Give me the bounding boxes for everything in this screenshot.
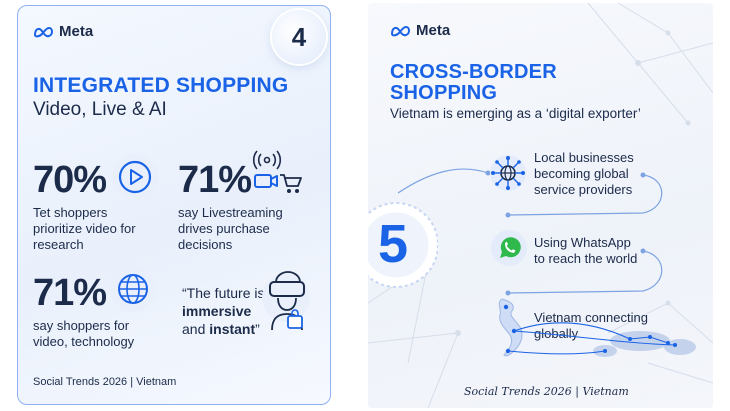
page-title: INTEGRATED SHOPPING xyxy=(33,74,289,97)
stat-description: say shoppers for video, technology xyxy=(33,318,134,350)
whatsapp-icon xyxy=(491,230,527,266)
meta-infinity-icon xyxy=(390,25,410,36)
meta-logo: Meta xyxy=(33,23,93,40)
stat-desc-line: Tet shoppers xyxy=(33,205,108,220)
quote-line: “The future is xyxy=(182,285,265,301)
stat-livestreaming: 71% say Livestreaming drives purchase de… xyxy=(178,161,283,253)
page-title: CROSS-BORDER SHOPPING xyxy=(390,62,557,104)
page-subtitle: Vietnam is emerging as a ‘digital export… xyxy=(390,106,641,121)
stat-video-research: 70% Tet shoppers prioritize video for re… xyxy=(33,161,136,253)
section-number-badge: 4 xyxy=(272,10,326,64)
quote-emphasis: immersive xyxy=(182,303,252,319)
network-globe-icon xyxy=(490,155,526,191)
globe-icon xyxy=(110,266,156,312)
title-line: SHOPPING xyxy=(390,82,498,104)
stat-description: Tet shoppers prioritize video for resear… xyxy=(33,205,136,253)
stat-desc-line: say shoppers for xyxy=(33,318,130,333)
livestream-cart-icon xyxy=(252,150,302,198)
play-icon xyxy=(112,154,158,200)
stat-desc-line: prioritize video for xyxy=(33,221,136,236)
future-quote: “The future is immersive and instant” xyxy=(182,284,264,338)
item-line: to reach the world xyxy=(534,251,638,266)
stat-desc-line: research xyxy=(33,237,84,252)
item-line: service providers xyxy=(534,182,633,197)
item-vietnam-connecting: Vietnam connecting globally xyxy=(534,310,648,342)
number-ring-graphic xyxy=(368,202,439,288)
stat-description: say Livestreaming drives purchase decisi… xyxy=(178,205,283,253)
stat-desc-line: say Livestreaming xyxy=(178,205,283,220)
page-subtitle: Video, Live & AI xyxy=(33,99,167,120)
item-line: Vietnam connecting xyxy=(534,310,648,325)
meta-infinity-icon xyxy=(33,26,53,37)
flow-connector-lines xyxy=(397,168,663,296)
item-line: Using WhatsApp xyxy=(534,235,631,250)
section-number-badge: 5 xyxy=(368,195,439,300)
big-number-five: 5 xyxy=(378,214,409,274)
cross-border-shopping-card: Meta CROSS-BORDER SHOPPING Vietnam is em… xyxy=(368,3,713,408)
item-line: Local businesses xyxy=(534,150,634,165)
world-map-icon xyxy=(498,298,696,357)
stat-percentage: 70% xyxy=(33,159,107,201)
item-whatsapp: Using WhatsApp to reach the world xyxy=(534,235,637,267)
stat-desc-line: drives purchase xyxy=(178,221,270,236)
item-local-businesses: Local businesses becoming global service… xyxy=(534,150,634,198)
item-line: becoming global xyxy=(534,166,629,181)
footer-label: Social Trends 2026 | Vietnam xyxy=(33,376,177,388)
stat-percentage: 71% xyxy=(33,272,107,314)
stat-technology: 71% say shoppers for video, technology xyxy=(33,274,134,350)
quote-line: and instant” xyxy=(182,321,260,337)
stat-desc-line: decisions xyxy=(178,237,233,252)
item-line: globally xyxy=(534,326,579,341)
meta-wordmark: Meta xyxy=(59,23,94,40)
vr-headset-icon xyxy=(262,271,310,331)
stat-desc-line: video, technology xyxy=(33,334,135,349)
meta-wordmark: Meta xyxy=(416,22,451,39)
meta-logo: Meta xyxy=(390,22,450,39)
integrated-shopping-card: Meta 4 INTEGRATED SHOPPING Video, Live &… xyxy=(17,5,331,405)
footer-label: Social Trends 2026 | Vietnam xyxy=(464,385,629,398)
title-line: CROSS-BORDER xyxy=(390,61,557,83)
stat-percentage: 71% xyxy=(178,159,252,201)
